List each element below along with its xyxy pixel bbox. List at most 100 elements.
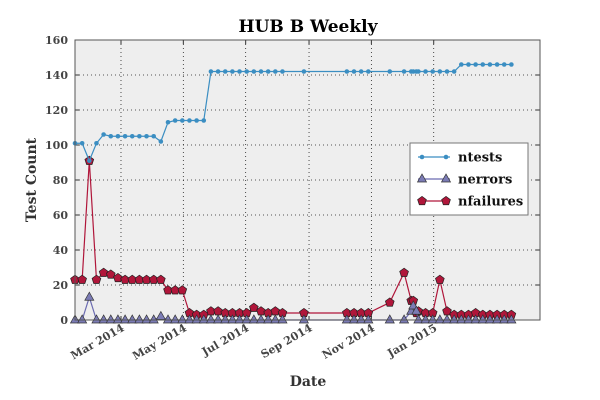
data-point-nerrors [427, 314, 438, 324]
data-point-nerrors [198, 314, 209, 324]
data-point-nerrors [341, 314, 352, 324]
data-point-nerrors [241, 314, 252, 324]
data-point-nerrors [170, 314, 181, 324]
data-point-nfailures [384, 297, 395, 307]
data-point-ntests [265, 69, 271, 74]
data-point-ntests [280, 69, 285, 74]
data-point-nerrors [420, 314, 431, 324]
data-point-nerrors [212, 314, 224, 324]
legend-label: nerrors [458, 173, 512, 188]
y-tick-label: 80 [53, 174, 69, 187]
data-point-nerrors [227, 314, 238, 324]
data-point-ntests [351, 69, 357, 74]
data-point-ntests [366, 69, 371, 74]
legend-marker [440, 173, 452, 183]
data-point-ntests [122, 133, 128, 139]
data-point-nerrors [98, 314, 109, 324]
data-point-nerrors [356, 314, 367, 324]
data-point-ntests [244, 69, 249, 74]
data-point-nerrors [119, 314, 131, 324]
data-point-nerrors [506, 314, 517, 324]
legend-marker [441, 195, 451, 206]
data-point-nerrors [77, 314, 88, 324]
data-point-ntests [158, 139, 164, 144]
data-point-ntests [444, 69, 450, 74]
data-point-ntests [437, 69, 443, 74]
data-point-nerrors [191, 314, 202, 324]
data-point-nerrors [162, 314, 174, 324]
data-point-ntests [187, 118, 192, 123]
data-point-ntests [466, 62, 471, 67]
data-point-ntests [509, 62, 514, 67]
data-point-ntests [258, 69, 264, 74]
x-tick-label: Sep 2014 [259, 321, 315, 361]
data-point-ntests [194, 118, 199, 123]
series-layer [69, 62, 517, 324]
y-tick-label: 160 [45, 34, 68, 47]
data-point-ntests [237, 69, 242, 74]
data-point-nerrors [105, 314, 116, 324]
chart-title: HUB B Weekly [239, 17, 379, 37]
data-point-ntests [387, 69, 393, 74]
plot-frame [74, 39, 541, 321]
series-ntests [72, 62, 514, 164]
data-point-ntests [215, 69, 221, 74]
data-point-nerrors [348, 314, 360, 324]
x-tick-label: Nov 2014 [320, 321, 377, 362]
y-tick-label: 60 [53, 209, 69, 222]
legend-item-nerrors: nerrors [416, 173, 512, 188]
data-point-nerrors [127, 314, 138, 324]
data-point-nfailures [399, 267, 409, 277]
data-point-ntests [201, 118, 207, 123]
y-tick-label: 100 [45, 139, 68, 152]
data-point-ntests [480, 62, 486, 67]
y-tick-label: 140 [45, 69, 68, 82]
data-point-ntests [172, 118, 178, 123]
data-point-ntests [87, 158, 92, 164]
y-axis-label: Test Count [24, 137, 40, 222]
legend-item-ntests: ntests [418, 151, 502, 166]
data-point-nerrors [234, 314, 245, 324]
data-point-nfailures [249, 302, 259, 312]
data-point-nerrors [255, 314, 267, 324]
data-point-nerrors [413, 314, 424, 324]
x-tick-label: Jan 2015 [384, 321, 439, 360]
data-point-nerrors [91, 314, 102, 324]
data-point-ntests [494, 62, 500, 67]
data-point-nfailures [77, 274, 87, 284]
data-point-ntests [79, 140, 85, 146]
data-point-ntests [273, 69, 278, 74]
data-point-ntests [401, 69, 407, 74]
legend-marker [443, 154, 449, 160]
x-axis-label: Date [290, 374, 327, 390]
data-point-nerrors [134, 314, 145, 324]
data-point-nerrors [205, 314, 217, 324]
x-tick-label: May 2014 [130, 321, 189, 363]
legend: ntests nerrors nfailures [409, 142, 529, 216]
data-point-ntests [473, 62, 478, 67]
data-point-ntests [451, 69, 457, 74]
data-point-nerrors [398, 314, 410, 324]
y-axis-ticks: 0 20 40 60 80 100 120 140 160 [45, 34, 540, 327]
data-point-nerrors [141, 314, 152, 324]
data-point-nfailures [156, 274, 166, 284]
y-tick-label: 40 [53, 244, 69, 257]
data-point-ntests [144, 133, 149, 139]
data-point-nerrors [184, 314, 195, 324]
data-point-nerrors [434, 314, 445, 324]
data-point-ntests [165, 119, 171, 125]
data-point-ntests [487, 62, 493, 67]
data-point-nfailures [113, 272, 123, 283]
data-point-ntests [301, 69, 307, 74]
data-point-ntests [108, 133, 114, 139]
data-point-nerrors [148, 314, 159, 324]
data-point-nerrors [263, 314, 274, 324]
legend-label: ntests [458, 151, 502, 166]
data-point-ntests [230, 69, 235, 74]
y-tick-label: 20 [53, 279, 69, 292]
data-point-nerrors [477, 314, 488, 324]
data-point-nfailures [105, 269, 116, 279]
data-point-ntests [344, 69, 350, 74]
data-point-ntests [459, 62, 464, 67]
